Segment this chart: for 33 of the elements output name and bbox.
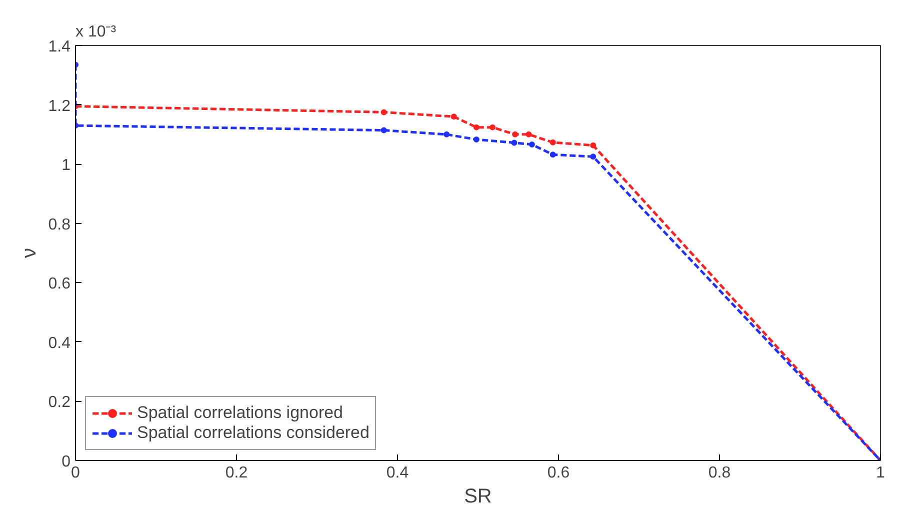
y-tick-label: 0.8 [48,216,71,234]
y-tick-label: 1.2 [48,98,71,115]
point [512,131,518,138]
x-axis-title: SR [464,486,492,508]
y-tick-label: 1 [62,157,71,174]
point [489,124,496,130]
point [380,109,387,116]
x-tick-label: 0.6 [547,464,570,482]
y-tick-label: 0.2 [48,394,71,412]
point [590,142,596,148]
x-tick-label: 0.4 [386,464,409,482]
point [473,124,480,130]
y-axis-title: ν [18,248,40,258]
point [550,152,556,158]
point [450,114,457,120]
point [526,131,532,138]
y-tick-label: 0.4 [48,334,71,352]
point [380,127,387,134]
point [511,140,518,146]
x-tick-label: 1 [876,464,886,482]
point [473,136,480,142]
text: x 10⁻³ [76,24,117,40]
x-tick-label: 0.2 [225,464,248,482]
point [550,139,556,146]
y-tick-label: 0 [62,454,71,470]
legend-label: Spatial correlations ignored [137,403,344,423]
point [528,142,535,148]
legend-label: Spatial correlations considered [137,423,370,443]
x-tick-label: 0.8 [708,464,731,482]
point [590,154,596,160]
point [444,131,450,138]
y-tick-label: 0.6 [48,276,71,293]
y-tick-label: 1.4 [48,38,71,56]
